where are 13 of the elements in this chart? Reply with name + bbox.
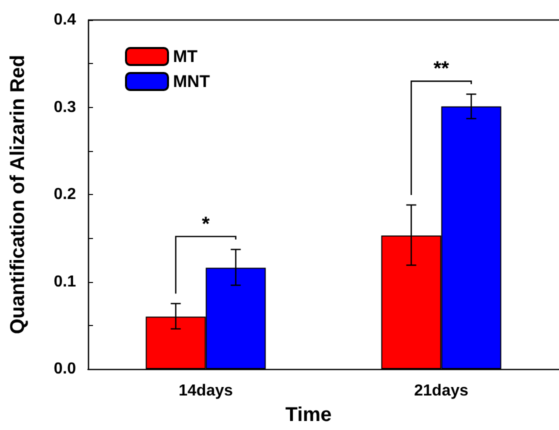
annotation: * bbox=[202, 213, 210, 236]
y-tick-label: 0.4 bbox=[54, 12, 76, 28]
y-tick-label: 0.2 bbox=[54, 186, 76, 203]
y-tick-label: 0.1 bbox=[54, 273, 76, 290]
y-tick-label: 0.3 bbox=[54, 98, 76, 116]
x-tick-label: 21days bbox=[414, 382, 468, 400]
legend-label: MT bbox=[173, 47, 198, 66]
annotation: ** bbox=[433, 58, 450, 80]
x-axis-title: Time bbox=[285, 404, 332, 426]
y-tick-label: 0.0 bbox=[54, 360, 76, 378]
x-tick-label: 14days bbox=[178, 382, 233, 400]
legend-label: MNT bbox=[173, 72, 210, 91]
y-axis-title: Quantification of Alizarin Red bbox=[7, 54, 29, 334]
